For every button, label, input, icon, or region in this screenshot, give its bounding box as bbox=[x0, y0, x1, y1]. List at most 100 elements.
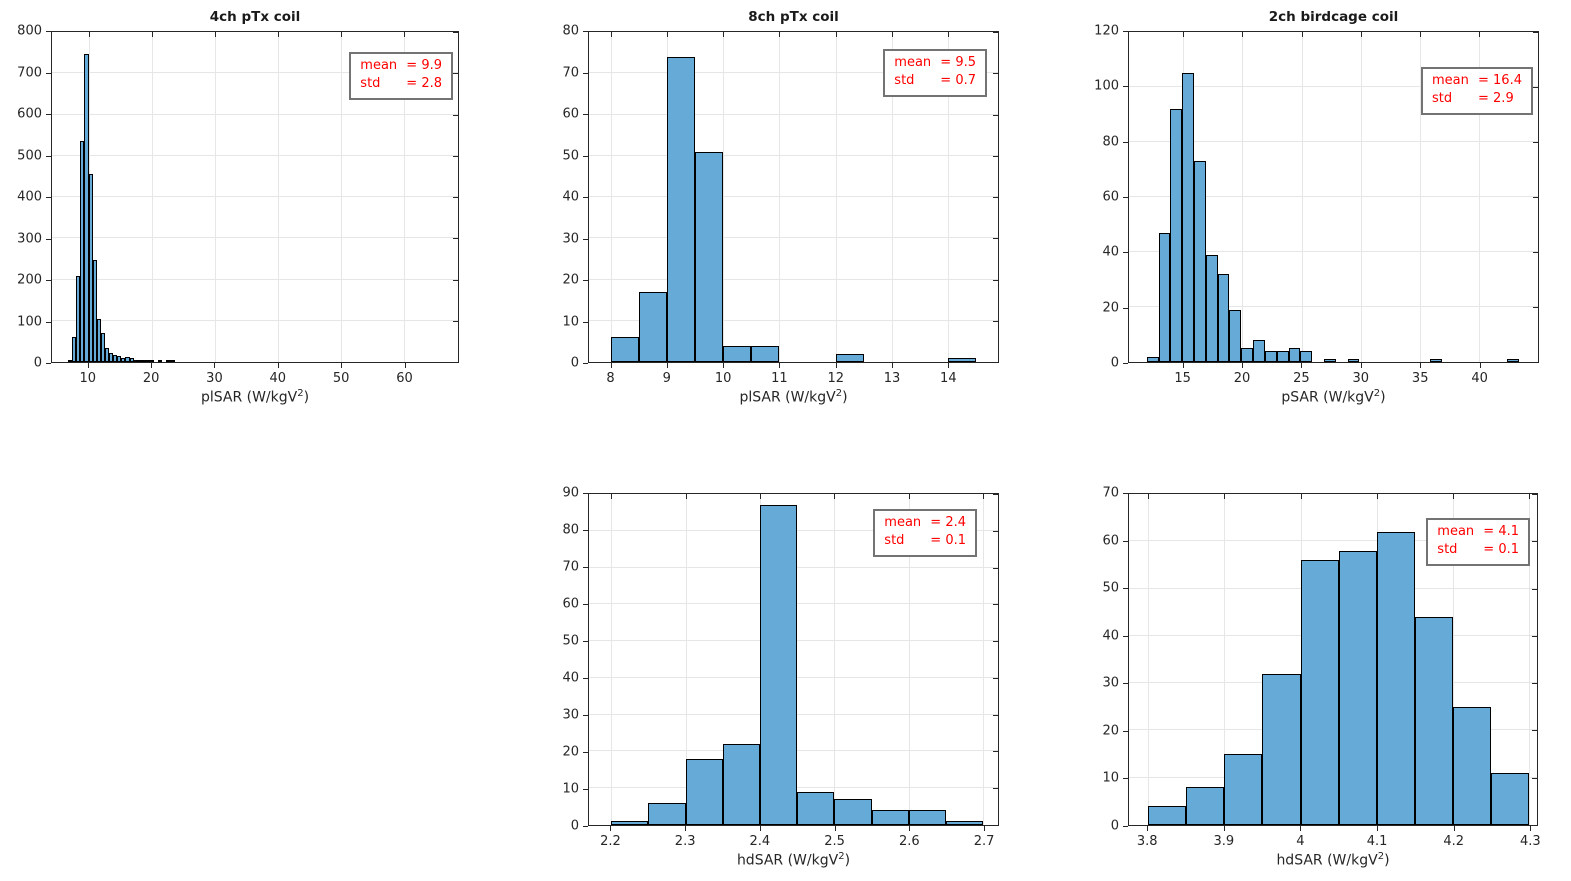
histogram-bar bbox=[1194, 161, 1206, 362]
x-tick-mark bbox=[892, 363, 894, 368]
mean-value: = 9.5 bbox=[940, 55, 976, 70]
x-tick-label: 10 bbox=[714, 371, 732, 386]
x-tick-mark bbox=[834, 826, 836, 831]
y-tick-mark-mirror bbox=[1533, 197, 1538, 198]
std-label: std bbox=[884, 532, 905, 548]
x-tick-mark bbox=[610, 826, 612, 831]
y-tick-mark bbox=[1123, 540, 1128, 542]
histogram-bar bbox=[1262, 673, 1301, 825]
histogram-bar bbox=[1338, 550, 1377, 825]
y-tick-label: 80 bbox=[562, 23, 579, 39]
histogram-bar bbox=[648, 802, 686, 825]
grid-line-horizontal bbox=[1129, 540, 1537, 542]
mean-value: = 2.4 bbox=[930, 515, 966, 530]
x-tick-mark-mirror bbox=[88, 32, 90, 37]
grid-line-horizontal bbox=[589, 113, 998, 115]
histogram-bar bbox=[1276, 351, 1289, 362]
y-tick-label: 50 bbox=[1102, 580, 1119, 596]
grid-line-horizontal bbox=[52, 319, 458, 321]
y-tick-mark bbox=[583, 31, 588, 32]
y-tick-label: 200 bbox=[17, 272, 42, 288]
y-tick-label: 30 bbox=[1102, 675, 1119, 691]
y-tick-label: 700 bbox=[17, 65, 42, 80]
grid-line-horizontal bbox=[52, 154, 458, 156]
y-tick-label: 20 bbox=[1102, 723, 1119, 739]
y-tick-mark bbox=[1123, 683, 1128, 685]
histogram-bar bbox=[1347, 359, 1360, 362]
histogram-bar bbox=[667, 56, 696, 362]
grid-line-horizontal bbox=[589, 196, 998, 197]
y-tick-mark bbox=[583, 72, 588, 74]
std-label: std bbox=[360, 75, 381, 91]
histogram-bar bbox=[639, 291, 668, 362]
stats-annotation-box: mean = 4.1 std = 0.1 bbox=[1426, 518, 1530, 566]
y-tick-mark bbox=[1123, 363, 1128, 364]
y-tick-mark bbox=[46, 72, 51, 74]
x-tick-mark-mirror bbox=[834, 494, 836, 499]
y-tick-mark-mirror bbox=[993, 197, 998, 198]
grid-line-vertical bbox=[1478, 32, 1480, 362]
y-tick-label: 100 bbox=[17, 314, 42, 329]
y-tick-mark-mirror bbox=[993, 714, 998, 716]
mean-value: = 16.4 bbox=[1478, 73, 1522, 88]
y-tick-mark-mirror bbox=[1532, 588, 1537, 590]
x-tick-mark bbox=[909, 826, 911, 831]
x-tick-label: 12 bbox=[827, 371, 844, 386]
histogram-bar bbox=[1146, 356, 1159, 362]
y-tick-mark-mirror bbox=[1532, 730, 1537, 732]
x-tick-label: 30 bbox=[1352, 371, 1370, 386]
x-tick-mark-mirror bbox=[723, 32, 725, 37]
x-tick-mark-mirror bbox=[685, 494, 687, 499]
histogram-bar bbox=[88, 173, 93, 362]
x-tick-mark bbox=[1479, 363, 1481, 368]
x-tick-label: 20 bbox=[1233, 371, 1251, 386]
x-tick-mark bbox=[277, 363, 279, 368]
grid-line-vertical bbox=[611, 32, 613, 362]
histogram-bar bbox=[166, 360, 171, 362]
x-tick-mark bbox=[1182, 363, 1184, 368]
x-tick-mark-mirror bbox=[908, 494, 910, 499]
y-tick-label: 40 bbox=[1102, 628, 1119, 644]
grid-line-horizontal bbox=[589, 154, 998, 156]
x-tick-mark-mirror bbox=[947, 32, 949, 37]
y-tick-label: 80 bbox=[1102, 134, 1119, 150]
plot-title: 8ch pTx coil bbox=[748, 9, 839, 25]
x-tick-mark bbox=[1301, 363, 1303, 368]
x-tick-label: 4.1 bbox=[1366, 834, 1388, 849]
y-tick-mark bbox=[46, 197, 51, 198]
x-tick-mark-mirror bbox=[1478, 32, 1480, 37]
y-tick-label: 800 bbox=[17, 23, 42, 39]
grid-line-vertical bbox=[835, 32, 837, 362]
x-axis-label: hdSAR (W/kgV2) bbox=[736, 851, 851, 869]
histogram-bar bbox=[1241, 348, 1254, 362]
x-tick-mark-mirror bbox=[1183, 32, 1185, 37]
y-tick-label: 0 bbox=[570, 818, 579, 834]
y-tick-mark bbox=[583, 238, 588, 240]
x-tick-mark bbox=[1223, 826, 1225, 831]
grid-line-horizontal bbox=[52, 72, 458, 74]
histogram-bar bbox=[125, 357, 130, 362]
std-value: = 2.9 bbox=[1478, 90, 1514, 106]
superscript: 2 bbox=[297, 388, 304, 399]
histogram-bar bbox=[1224, 754, 1263, 825]
grid-line-horizontal bbox=[1129, 196, 1538, 197]
y-tick-mark bbox=[583, 566, 588, 568]
x-tick-mark-mirror bbox=[214, 32, 216, 37]
y-tick-label: 0 bbox=[1110, 818, 1119, 834]
y-tick-mark bbox=[583, 604, 588, 605]
grid-line-vertical bbox=[779, 32, 781, 362]
histogram-bar bbox=[611, 821, 649, 825]
y-tick-mark-mirror bbox=[993, 114, 998, 116]
x-tick-mark-mirror bbox=[983, 494, 985, 499]
x-axis-label: plSAR (W/kgV2) bbox=[200, 388, 310, 406]
y-tick-label: 70 bbox=[1102, 485, 1119, 501]
y-tick-mark-mirror bbox=[993, 155, 998, 157]
y-tick-label: 60 bbox=[1102, 189, 1119, 205]
histogram-bar bbox=[1170, 109, 1183, 362]
superscript: 2 bbox=[1373, 388, 1381, 399]
x-tick-label: 2.2 bbox=[600, 834, 621, 849]
x-tick-mark-mirror bbox=[1376, 494, 1378, 499]
mean-value: = 4.1 bbox=[1483, 524, 1519, 539]
y-tick-mark bbox=[46, 31, 51, 32]
y-tick-mark bbox=[1123, 588, 1128, 590]
